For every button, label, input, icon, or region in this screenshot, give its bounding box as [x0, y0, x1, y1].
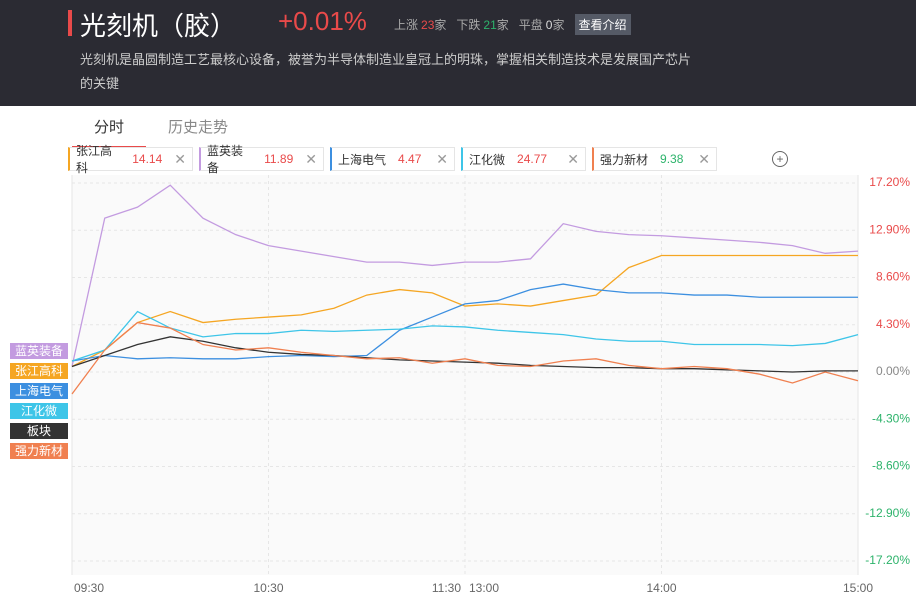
legend-item: 江化微 [10, 403, 68, 419]
stock-price: 4.47 [398, 152, 422, 166]
stock-chip[interactable]: 蓝英装备 11.89 ✕ [199, 144, 324, 175]
remove-icon[interactable]: ✕ [174, 150, 186, 167]
description: 光刻机是晶圆制造工艺最核心设备，被誉为半导体制造业皇冠上的明珠，掌握相关制造技术… [80, 52, 692, 91]
add-button[interactable]: + [772, 151, 788, 167]
stat: 下跌 21家 [456, 16, 508, 33]
stock-price: 11.89 [264, 152, 294, 166]
remove-icon[interactable]: ✕ [698, 150, 710, 167]
stat-label: 下跌 [456, 18, 481, 32]
stock-chip[interactable]: 江化微 24.77 ✕ [461, 147, 586, 171]
y-tick-label: 12.90% [869, 222, 910, 236]
intro-button[interactable]: 查看介绍 [574, 14, 631, 35]
y-tick-label: 0.00% [876, 364, 910, 378]
stock-name: 上海电气 [338, 152, 387, 167]
stock-chip[interactable]: 上海电气 4.47 ✕ [330, 147, 455, 171]
x-tick-label: 11:30 [432, 581, 461, 595]
tabs: 分时 历史走势 [72, 106, 250, 148]
series-line [71, 283, 858, 362]
stock-price: 24.77 [517, 152, 548, 166]
stock-name: 强力新材 [600, 152, 649, 167]
series-line [71, 321, 859, 395]
stock-chip[interactable]: 张江高科 14.14 ✕ [68, 144, 193, 175]
remove-icon[interactable]: ✕ [436, 150, 448, 167]
y-tick-label: 8.60% [876, 270, 910, 284]
remove-icon[interactable]: ✕ [567, 150, 579, 167]
x-tick-label: 15:00 [843, 581, 873, 595]
stock-price: 9.38 [660, 152, 684, 166]
stat-unit: 家 [496, 18, 509, 32]
y-tick-label: 17.20% [869, 175, 910, 189]
y-tick-label: -17.20% [865, 553, 910, 567]
stock-price: 14.14 [132, 152, 163, 166]
stat: 上涨 23家 [394, 16, 446, 33]
stat-count: 21 [483, 18, 497, 32]
stat-count: 23 [421, 18, 435, 32]
title: 光刻机（胶） [80, 11, 237, 41]
series-line [71, 254, 858, 368]
x-tick-label: 13:00 [469, 581, 499, 595]
header: 光刻机（胶） +0.01% 上涨 23家 下跌 21家 平盘 0家 查看介绍 光刻机是晶圆制… [0, 0, 916, 106]
stat-unit: 家 [434, 18, 447, 32]
x-tick-label: 09:30 [74, 581, 104, 595]
stat-unit: 家 [552, 18, 565, 32]
chart: 17.20% 12.90% 8.60% 4.30% 0.00% -4.30% -8.60% -… [71, 175, 910, 595]
stock-name: 蓝英装备 [207, 144, 244, 175]
change: +0.01% [278, 6, 367, 36]
stock-chips: 张江高科 14.14 ✕ 蓝英装备 11.89 ✕ 上海电气 4.47 ✕ 江化微 24.77 ✕ 强力… [68, 144, 717, 175]
legend-item: 强力新材 [10, 443, 68, 459]
x-tick-label: 14:00 [646, 581, 676, 595]
series-line [71, 184, 859, 367]
stat: 平盘 0家 [519, 16, 565, 33]
legend-item: 板块 [10, 423, 68, 439]
stock-chip[interactable]: 强力新材 9.38 ✕ [592, 147, 717, 171]
stock-name: 江化微 [469, 152, 506, 167]
legend: 蓝英装备张江高科上海电气江化微板块强力新材 [10, 343, 68, 459]
y-tick-label: 4.30% [876, 317, 910, 331]
legend-item: 蓝英装备 [10, 343, 68, 359]
tab[interactable]: 历史走势 [168, 119, 229, 136]
legend-item: 张江高科 [10, 363, 68, 379]
legend-item: 上海电气 [10, 383, 68, 399]
remove-icon[interactable]: ✕ [305, 150, 317, 167]
stat-label: 平盘 [518, 18, 543, 32]
stats: 上涨 23家 下跌 21家 平盘 0家 查看介绍 [394, 14, 631, 35]
series-line [71, 336, 858, 373]
y-tick-label: -8.60% [872, 459, 910, 473]
x-tick-label: 10:30 [253, 581, 283, 595]
stock-name: 张江高科 [76, 144, 113, 175]
y-tick-label: -12.90% [865, 506, 910, 520]
stat-label: 上涨 [394, 18, 419, 32]
accent-bar [68, 10, 72, 36]
y-tick-label: -4.30% [872, 411, 910, 425]
stat-count: 0 [545, 18, 553, 32]
series-line [71, 310, 859, 362]
